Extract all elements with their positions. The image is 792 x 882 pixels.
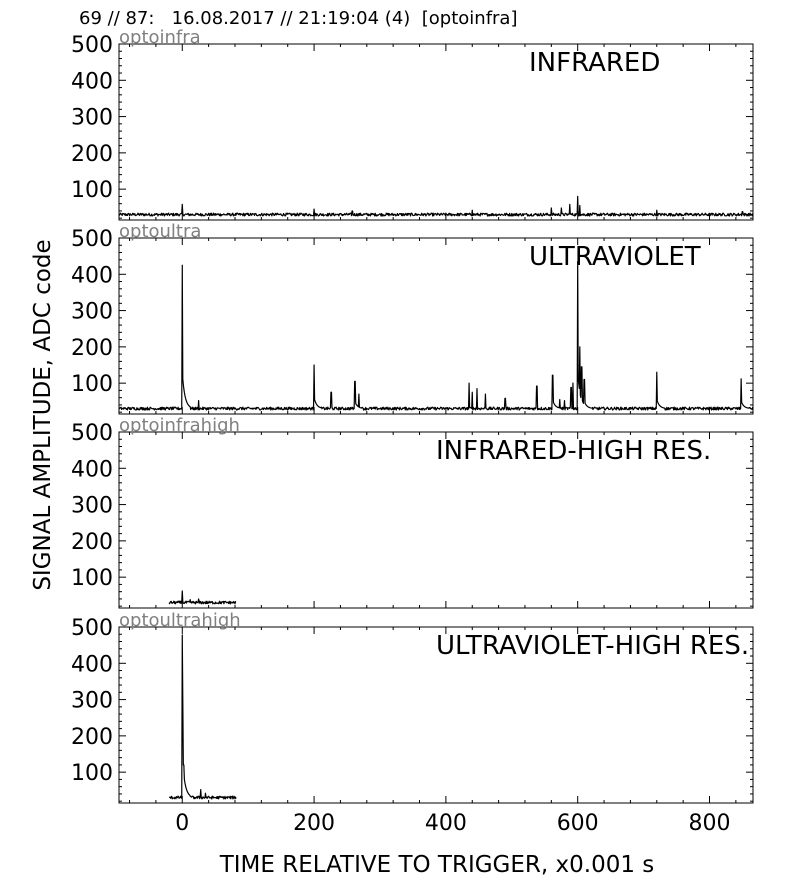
signal-trace xyxy=(168,590,237,605)
channel-label: optoinfra xyxy=(119,27,201,48)
x-tick-label: 200 xyxy=(293,811,335,836)
panel-title: INFRARED-HIGH RES. xyxy=(436,436,711,466)
y-tick-label: 400 xyxy=(71,652,113,677)
x-tick-label: 0 xyxy=(175,811,189,836)
y-tick-label: 500 xyxy=(71,33,113,58)
y-tick-label: 300 xyxy=(71,689,113,714)
y-tick-label: 300 xyxy=(71,300,113,325)
signal-trace xyxy=(168,634,237,800)
x-tick-label: 800 xyxy=(689,811,731,836)
signal-trace xyxy=(118,195,754,217)
panel-title: ULTRAVIOLET-HIGH RES. xyxy=(436,631,749,661)
y-tick-label: 400 xyxy=(71,263,113,288)
y-tick-label: 400 xyxy=(71,69,113,94)
channel-label: optoinfrahigh xyxy=(119,415,240,436)
y-tick-label: 500 xyxy=(71,616,113,641)
panel-optoultrahigh: 100 200 300 400 500 optoultrahigh ULTRAVIOLET-… xyxy=(71,610,754,804)
y-tick-label: 500 xyxy=(71,227,113,252)
y-axis-label: SIGNAL AMPLITUDE, ADC code xyxy=(30,239,56,590)
y-tick-label: 200 xyxy=(71,142,113,167)
chart-header: 69 // 87: 16.08.2017 // 21:19:04 (4) [op… xyxy=(79,8,518,29)
y-tick-label: 400 xyxy=(71,457,113,482)
plot-frame xyxy=(118,237,754,415)
plot-frame xyxy=(118,43,754,221)
channel-label: optoultrahigh xyxy=(119,610,241,631)
x-tick-label: 400 xyxy=(425,811,467,836)
y-tick-label: 100 xyxy=(71,761,113,786)
panel-title: ULTRAVIOLET xyxy=(529,242,701,272)
x-tick-label: 600 xyxy=(557,811,599,836)
panel-optoinfra: 100 200 300 400 500 optoinfra INFRARED xyxy=(71,27,754,221)
y-tick-label: 100 xyxy=(71,178,113,203)
signal-trace xyxy=(118,260,754,411)
x-axis-label: TIME RELATIVE TO TRIGGER, x0.001 s xyxy=(219,852,655,878)
panel-title: INFRARED xyxy=(529,48,660,78)
y-tick-label: 200 xyxy=(71,530,113,555)
y-tick-label: 200 xyxy=(71,336,113,361)
y-tick-label: 100 xyxy=(71,566,113,591)
y-tick-label: 100 xyxy=(71,372,113,397)
channel-label: optoultra xyxy=(119,221,201,242)
panel-optoinfrahigh: 100 200 300 400 500 optoinfrahigh INFRARED-HIG… xyxy=(71,415,754,609)
y-tick-label: 200 xyxy=(71,725,113,750)
panel-optoultra: 100 200 300 400 500 optoultra ULTRAVIOLET xyxy=(71,221,754,415)
y-tick-label: 500 xyxy=(71,421,113,446)
y-tick-label: 300 xyxy=(71,106,113,131)
y-tick-label: 300 xyxy=(71,494,113,519)
plot-frame xyxy=(118,431,754,609)
plot-frame xyxy=(118,626,754,804)
